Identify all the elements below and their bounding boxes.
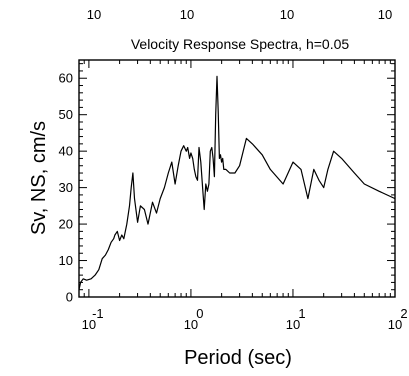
- top-axis-labels: 10 10 10 10: [87, 7, 392, 22]
- series-line: [79, 75, 395, 290]
- x-tick-exponent: 0: [196, 306, 203, 321]
- y-tick-label: 50: [59, 107, 73, 122]
- top-tick-label: 10: [87, 7, 101, 22]
- x-tick-label: 10: [184, 317, 198, 332]
- top-tick-label: 10: [378, 7, 392, 22]
- chart-title: Velocity Response Spectra, h=0.05: [131, 36, 350, 52]
- x-tick-label: 10: [388, 317, 402, 332]
- x-axis-label: Period (sec): [184, 347, 292, 369]
- y-tick-label: 20: [59, 217, 73, 232]
- y-tick-label: 10: [59, 253, 73, 268]
- y-tick-label: 0: [66, 290, 73, 305]
- axis-ticks: [78, 60, 396, 298]
- y-axis-label: Sv, NS, cm/s: [28, 121, 50, 235]
- y-tick-label: 30: [59, 180, 73, 195]
- top-tick-label: 10: [280, 7, 294, 22]
- x-tick-exponent: -1: [92, 306, 104, 321]
- x-tick-exponent: 1: [298, 306, 305, 321]
- x-tick-label: 10: [82, 317, 96, 332]
- y-axis-labels: 0 10 20 30 40 50 60: [59, 71, 73, 305]
- plot-frame: [78, 59, 396, 298]
- y-tick-label: 40: [59, 144, 73, 159]
- x-tick-exponent: 2: [400, 306, 407, 321]
- top-tick-label: 10: [180, 7, 194, 22]
- x-tick-label: 10: [286, 317, 300, 332]
- y-tick-label: 60: [59, 71, 73, 86]
- series-group: [79, 75, 395, 290]
